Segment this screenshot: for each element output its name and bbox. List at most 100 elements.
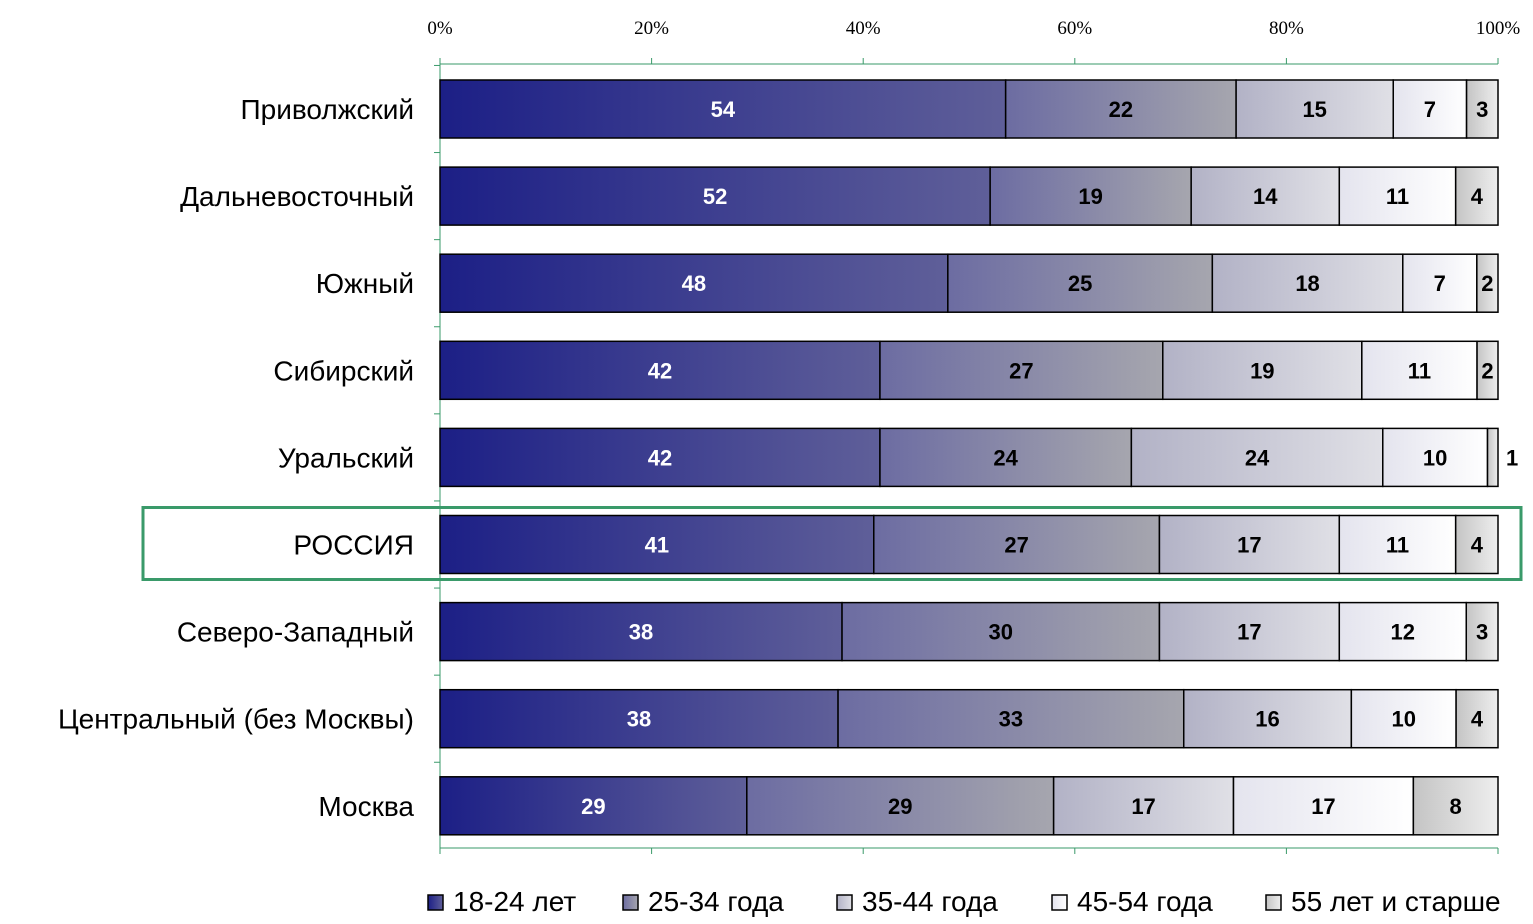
bar-segment bbox=[439, 79, 1007, 139]
bar-segment bbox=[746, 776, 1055, 836]
legend-label: 55 лет и старше bbox=[1291, 886, 1501, 917]
category-label: РОССИЯ bbox=[293, 530, 414, 561]
bars-layer bbox=[439, 79, 1499, 836]
bar-segment bbox=[1130, 427, 1384, 488]
data-label: 52 bbox=[703, 184, 727, 209]
data-label: 27 bbox=[1009, 358, 1033, 383]
data-label: 12 bbox=[1391, 620, 1415, 645]
bar-segment bbox=[1190, 166, 1341, 226]
bar-segment bbox=[439, 776, 748, 836]
data-label: 42 bbox=[648, 358, 672, 383]
category-label: Уральский bbox=[278, 442, 414, 473]
data-label: 11 bbox=[1408, 358, 1431, 383]
legend-label: 45-54 года bbox=[1077, 886, 1213, 917]
data-label: 29 bbox=[581, 794, 605, 819]
bar-segment bbox=[1338, 601, 1468, 662]
x-tick-label: 100% bbox=[1476, 18, 1521, 39]
bar-segment bbox=[989, 166, 1192, 226]
data-label: 27 bbox=[1004, 533, 1028, 558]
axis-layer: 0% 20% 40% 60% 80% 100% bbox=[427, 18, 1520, 854]
category-label: Дальневосточный bbox=[180, 181, 414, 212]
bar-segment bbox=[1465, 79, 1499, 139]
legend-label: 25-34 года bbox=[648, 886, 784, 917]
bar-segment bbox=[841, 601, 1161, 662]
bar-segment bbox=[439, 601, 843, 662]
bar-segment bbox=[947, 253, 1214, 313]
x-tick-label: 0% bbox=[427, 18, 453, 39]
data-label: 17 bbox=[1237, 533, 1261, 558]
data-label: 33 bbox=[999, 707, 1023, 732]
legend-label: 18-24 лет bbox=[453, 886, 576, 917]
data-label: 29 bbox=[888, 794, 912, 819]
bar-segment bbox=[1211, 253, 1404, 313]
bar-segment bbox=[1158, 514, 1341, 575]
data-label: 54 bbox=[711, 97, 736, 122]
category-label: Приволжский bbox=[241, 94, 414, 125]
bar-segment bbox=[873, 514, 1161, 575]
bar-segment bbox=[1465, 601, 1499, 662]
legend-swatch bbox=[427, 894, 444, 911]
bar-segment bbox=[1382, 427, 1489, 488]
legend-swatch bbox=[1265, 894, 1282, 911]
data-label: 48 bbox=[682, 271, 706, 296]
bar-segment bbox=[1412, 776, 1499, 836]
data-label: 25 bbox=[1068, 271, 1092, 296]
x-tick-label: 40% bbox=[846, 18, 881, 39]
data-label: 17 bbox=[1311, 794, 1335, 819]
bar-segment bbox=[1235, 79, 1394, 139]
x-tick-label: 60% bbox=[1057, 18, 1092, 39]
data-label: 7 bbox=[1424, 97, 1436, 122]
bar-segment bbox=[1486, 427, 1499, 488]
x-tick-label: 80% bbox=[1269, 18, 1304, 39]
data-label: 3 bbox=[1476, 97, 1488, 122]
data-label: 7 bbox=[1434, 271, 1446, 296]
legend-swatch bbox=[836, 894, 853, 911]
bar-segment bbox=[1455, 688, 1499, 749]
data-label: 19 bbox=[1078, 184, 1102, 209]
bar-segment bbox=[1454, 166, 1499, 226]
bar-segment bbox=[439, 427, 881, 488]
bar-segment bbox=[439, 166, 991, 226]
data-label: 2 bbox=[1481, 271, 1493, 296]
legend-swatch bbox=[622, 894, 639, 911]
data-label: 4 bbox=[1471, 184, 1484, 209]
category-label: Сибирский bbox=[273, 355, 414, 386]
data-label: 4 bbox=[1471, 533, 1484, 558]
bar-segment bbox=[439, 253, 949, 313]
data-label: 19 bbox=[1250, 358, 1274, 383]
data-label: 3 bbox=[1476, 620, 1488, 645]
bar-segment bbox=[879, 340, 1164, 401]
data-label: 14 bbox=[1253, 184, 1278, 209]
data-label: 15 bbox=[1302, 97, 1326, 122]
data-label: 8 bbox=[1450, 794, 1462, 819]
data-label: 11 bbox=[1386, 184, 1409, 209]
x-tick-label: 20% bbox=[634, 18, 669, 39]
data-label: 17 bbox=[1131, 794, 1155, 819]
bar-segment bbox=[439, 514, 875, 575]
data-label: 38 bbox=[629, 620, 653, 645]
legend-swatch bbox=[1051, 894, 1068, 911]
data-label: 38 bbox=[627, 707, 651, 732]
data-label: 41 bbox=[645, 533, 669, 558]
data-label: 24 bbox=[993, 445, 1018, 470]
data-label: 30 bbox=[988, 620, 1012, 645]
category-label: Центральный (без Москвы) bbox=[58, 704, 414, 735]
data-label: 2 bbox=[1481, 358, 1493, 383]
data-label: 11 bbox=[1386, 533, 1409, 558]
data-label: 10 bbox=[1423, 445, 1447, 470]
data-label: 16 bbox=[1255, 707, 1279, 732]
bar-segment bbox=[1162, 340, 1363, 401]
bar-segment bbox=[1004, 79, 1237, 139]
legend: 18-24 лет 25-34 года 35-44 года 45-54 года 5… bbox=[427, 886, 1501, 917]
bar-segment bbox=[1052, 776, 1235, 836]
data-label: 22 bbox=[1109, 97, 1133, 122]
bar-segment bbox=[1476, 340, 1499, 401]
data-label: 10 bbox=[1391, 707, 1415, 732]
category-label: Северо-Западный bbox=[177, 617, 414, 648]
category-label: Южный bbox=[316, 268, 414, 299]
bar-segment bbox=[1338, 514, 1457, 575]
bar-segment bbox=[439, 340, 881, 401]
data-label: 42 bbox=[648, 445, 672, 470]
